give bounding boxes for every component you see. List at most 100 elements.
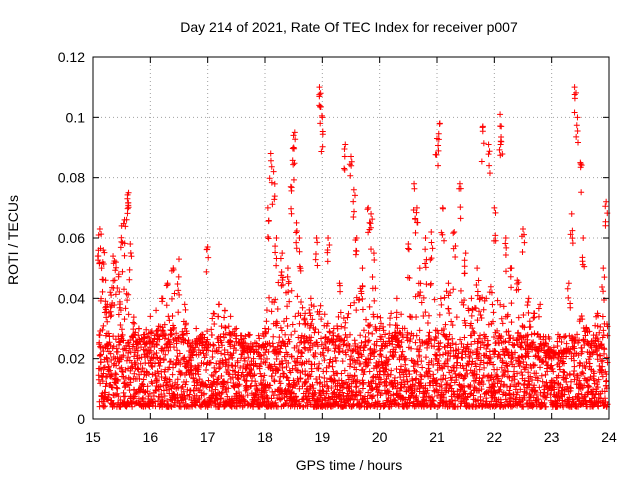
data-point	[96, 225, 103, 232]
data-point	[153, 328, 160, 335]
data-point	[400, 353, 407, 360]
data-point	[272, 399, 279, 406]
data-point	[435, 142, 442, 149]
data-point	[351, 299, 358, 306]
data-point	[551, 379, 558, 386]
data-point	[359, 385, 366, 392]
data-point	[104, 301, 111, 308]
data-point	[377, 376, 384, 383]
data-point	[348, 153, 354, 160]
data-point	[543, 365, 550, 372]
data-point	[424, 338, 431, 345]
data-point	[581, 394, 588, 401]
data-point	[571, 363, 578, 370]
data-point	[210, 342, 217, 349]
data-point	[371, 353, 378, 360]
data-point	[152, 388, 159, 395]
data-point	[119, 268, 126, 275]
data-point	[515, 381, 522, 388]
data-point	[420, 294, 427, 301]
data-point	[372, 380, 379, 387]
data-point	[444, 356, 451, 363]
data-point	[594, 323, 601, 330]
data-point	[430, 361, 437, 368]
data-point	[452, 243, 459, 250]
data-point	[262, 328, 269, 335]
data-point	[563, 340, 570, 347]
data-point	[369, 216, 376, 223]
data-point	[435, 357, 442, 364]
data-point	[443, 381, 450, 388]
data-point	[341, 367, 348, 374]
data-point	[479, 294, 486, 301]
data-point	[178, 384, 185, 391]
data-point	[120, 380, 127, 387]
data-point	[334, 322, 341, 329]
data-point	[319, 128, 326, 135]
data-point	[146, 403, 153, 410]
data-point	[382, 368, 389, 375]
data-point	[383, 382, 390, 389]
data-point	[160, 348, 167, 355]
data-point	[173, 338, 180, 345]
data-point	[125, 202, 132, 209]
data-point	[317, 90, 324, 97]
data-point	[268, 363, 275, 370]
data-point	[174, 280, 181, 287]
y-tick-label: 0.02	[58, 351, 85, 367]
data-point	[433, 386, 440, 393]
data-point	[438, 229, 445, 236]
data-point	[120, 220, 127, 227]
data-point	[436, 345, 443, 352]
data-point	[486, 148, 493, 155]
data-point	[505, 368, 512, 375]
data-point	[504, 311, 511, 318]
data-point	[235, 375, 242, 382]
data-point	[127, 379, 134, 386]
data-point	[141, 334, 148, 341]
data-point	[247, 383, 254, 390]
data-point	[211, 310, 218, 317]
data-point	[278, 269, 285, 276]
data-point	[541, 386, 548, 393]
data-point	[261, 389, 268, 396]
data-point	[399, 348, 406, 355]
data-point	[377, 368, 384, 375]
data-point	[331, 342, 338, 349]
data-point	[594, 384, 601, 391]
data-point	[98, 265, 105, 272]
data-point	[361, 368, 368, 375]
data-point	[211, 320, 218, 327]
data-point	[183, 378, 190, 385]
data-point	[263, 318, 270, 325]
data-point	[271, 196, 278, 203]
data-point	[422, 260, 429, 267]
data-point	[267, 382, 274, 389]
data-point	[285, 360, 292, 367]
data-point	[99, 378, 106, 385]
data-point	[560, 376, 567, 383]
data-point	[302, 379, 309, 386]
data-point	[104, 318, 111, 325]
data-point	[112, 336, 119, 343]
data-point	[279, 250, 286, 257]
data-point	[153, 307, 160, 314]
data-point	[406, 371, 413, 378]
data-point	[213, 368, 220, 375]
data-point	[203, 383, 210, 390]
data-point	[596, 363, 603, 370]
data-point	[554, 380, 561, 387]
data-point	[574, 128, 581, 135]
data-point	[194, 362, 201, 369]
data-point	[288, 353, 295, 360]
data-point	[445, 292, 452, 299]
data-point	[141, 354, 148, 361]
data-point	[358, 353, 365, 360]
data-point	[121, 252, 128, 259]
data-point	[451, 379, 458, 386]
data-point	[404, 378, 411, 385]
data-point	[341, 166, 348, 173]
data-point	[498, 138, 505, 145]
data-point	[475, 335, 482, 342]
data-point	[363, 316, 370, 323]
